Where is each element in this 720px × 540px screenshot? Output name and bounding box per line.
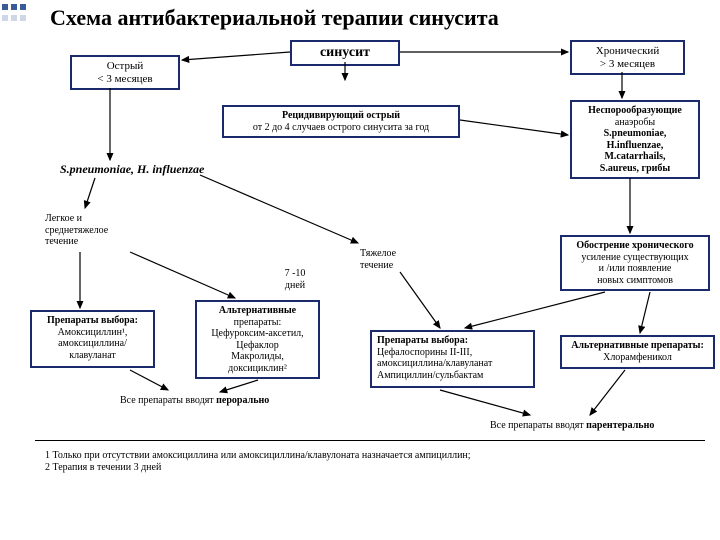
arrows-layer bbox=[0, 0, 720, 540]
footnote-separator bbox=[35, 440, 705, 441]
